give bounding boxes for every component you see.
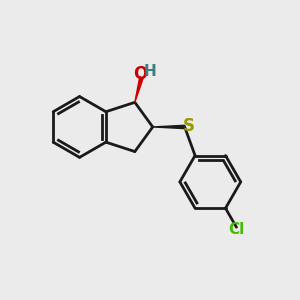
Text: H: H (144, 64, 156, 80)
Polygon shape (153, 125, 185, 129)
Text: O: O (133, 65, 147, 83)
Text: Cl: Cl (228, 221, 244, 236)
Polygon shape (135, 77, 143, 102)
Text: S: S (182, 117, 194, 135)
